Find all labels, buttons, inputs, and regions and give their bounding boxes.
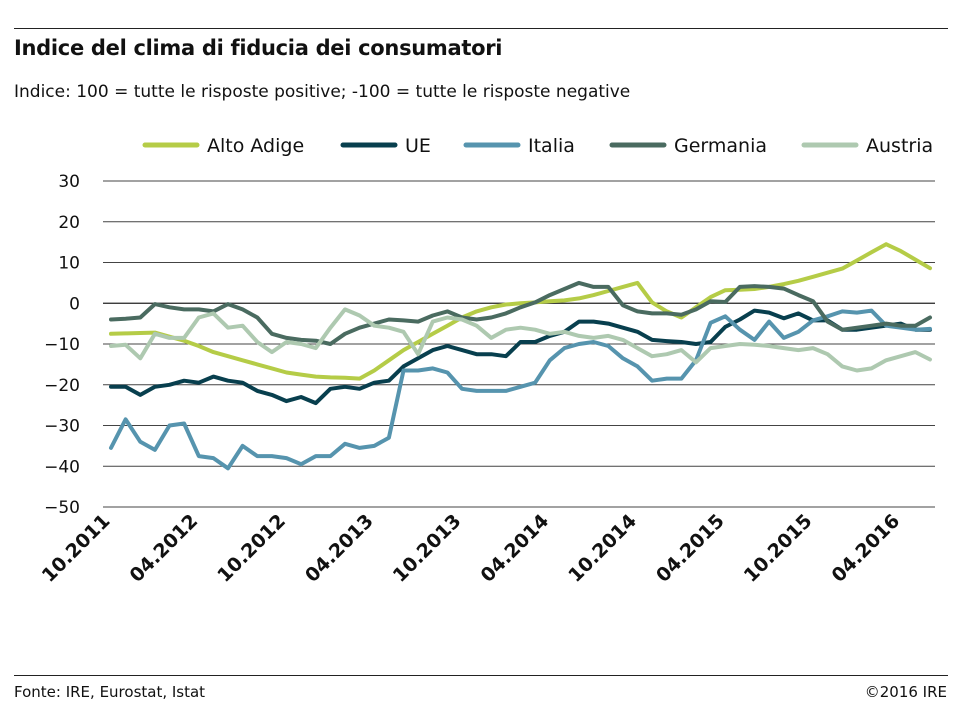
y-tick-label: −10 [44, 335, 80, 355]
x-tick-label: 10.2013 [389, 510, 466, 587]
y-tick-label: 20 [58, 213, 80, 233]
legend-label: Alto Adige [207, 135, 304, 157]
x-tick-label: 10.2011 [38, 510, 115, 587]
copyright-note: ©2016 IRE [864, 683, 947, 701]
chart-title: Indice del clima di fiducia dei consumat… [14, 36, 503, 60]
chart-subtitle: Indice: 100 = tutte le risposte positive… [14, 82, 631, 102]
series-line [109, 307, 932, 373]
y-tick-label: −30 [44, 417, 80, 437]
series-line [109, 242, 932, 381]
x-tick-label: 04.2016 [828, 510, 905, 587]
y-tick-label: −50 [44, 498, 80, 518]
x-tick-label: 04.2012 [126, 510, 203, 587]
series-line [109, 280, 932, 346]
y-tick-label: 10 [58, 254, 80, 274]
series-line [109, 308, 932, 406]
legend-label: Germania [674, 135, 767, 157]
x-tick-label: 10.2012 [213, 510, 290, 587]
y-tick-label: 0 [69, 294, 80, 314]
x-tick-label: 04.2014 [477, 510, 554, 587]
x-tick-label: 10.2014 [564, 510, 641, 587]
y-tick-label: −20 [44, 376, 80, 396]
source-note: Fonte: IRE, Eurostat, Istat [14, 683, 206, 701]
legend-label: Italia [528, 135, 575, 157]
x-tick-label: 04.2015 [652, 510, 729, 587]
legend-label: Austria [866, 135, 933, 157]
series-line [109, 308, 932, 471]
bottom-rule [14, 675, 948, 676]
y-tick-label: 30 [58, 172, 80, 192]
y-tick-label: −40 [44, 457, 80, 477]
legend-label: UE [405, 135, 431, 157]
top-rule [14, 28, 948, 29]
x-tick-label: 04.2013 [301, 510, 378, 587]
x-tick-label: 10.2015 [740, 510, 817, 587]
